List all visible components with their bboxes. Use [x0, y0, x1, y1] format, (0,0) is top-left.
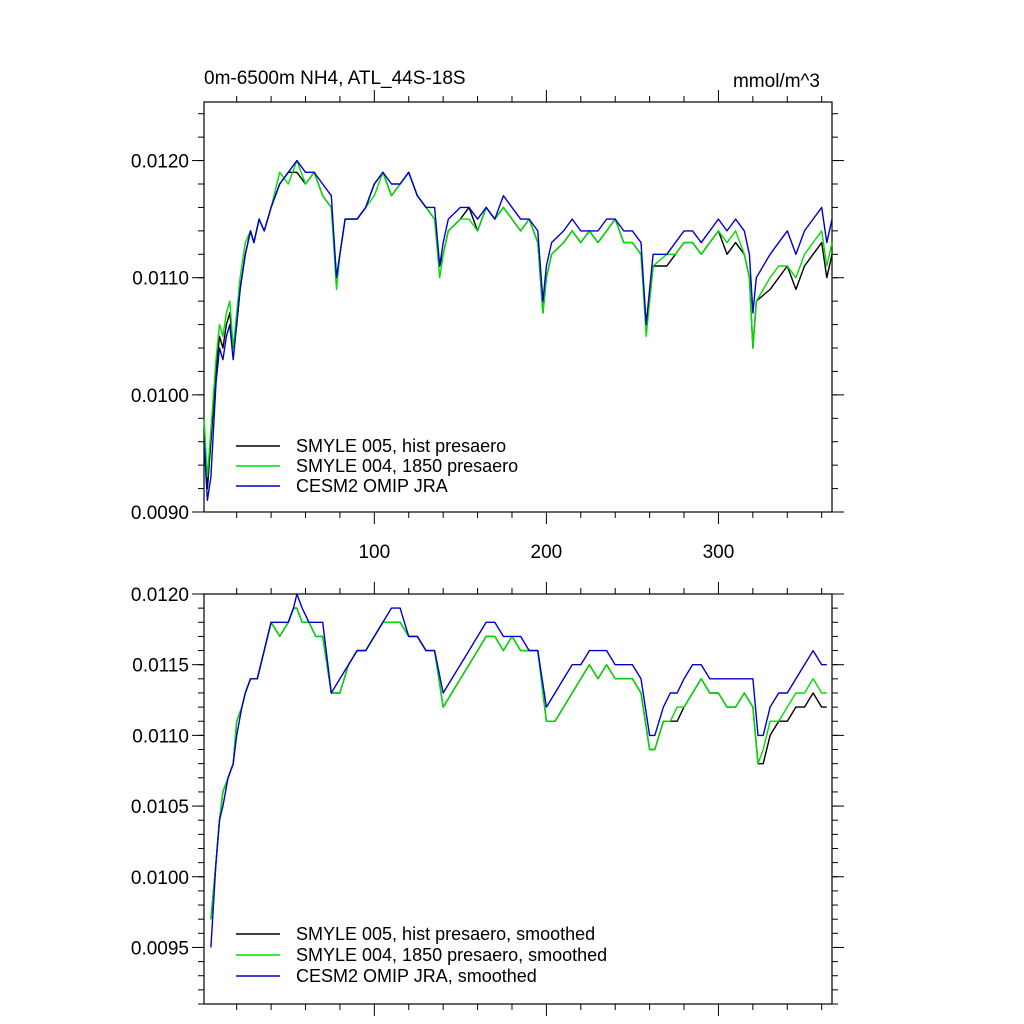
- series-line-2: [210, 607, 827, 920]
- y-tick-label: 0.0110: [132, 726, 189, 747]
- y-tick-label: 0.0100: [131, 868, 189, 889]
- series-line-1: [210, 607, 827, 920]
- top-panel: 0.0090 0.0100 0.0110 0.0120 100 200 300 SMYLE 0…: [131, 90, 844, 563]
- plot-frame: [203, 101, 833, 513]
- plot-frame: [203, 593, 833, 1005]
- y-tick-label: 0.0090: [131, 503, 189, 524]
- x-tick-label: 200: [531, 542, 563, 563]
- legend-label: SMYLE 005, hist presaero, smoothed: [296, 924, 595, 944]
- series-line-3: [210, 593, 827, 948]
- bottom-panel: 0.0095 0.0100 0.0105 0.0110 0.0115 0.0120 SMYL…: [131, 582, 844, 1016]
- legend-label: CESM2 OMIP JRA, smoothed: [296, 966, 537, 986]
- units-label: mmol/m^3: [733, 71, 820, 92]
- legend-label: CESM2 OMIP JRA: [296, 476, 448, 496]
- y-tick-label: 0.0115: [132, 656, 189, 677]
- y-tick-label: 0.0095: [131, 938, 189, 959]
- series-line-3: [203, 159, 833, 501]
- legend-label: SMYLE 004, 1850 presaero: [296, 456, 518, 476]
- x-tick-label: 100: [358, 542, 390, 563]
- y-tick-label: 0.0100: [131, 386, 189, 407]
- chart-title: 0m-6500m NH4, ATL_44S-18S: [204, 68, 466, 89]
- y-tick-label: 0.0120: [131, 585, 189, 606]
- y-tick-label: 0.0120: [131, 152, 189, 173]
- legend-label: SMYLE 005, hist presaero: [296, 436, 506, 456]
- x-tick-label: 300: [703, 542, 735, 563]
- series-line-2: [203, 159, 833, 478]
- legend-label: SMYLE 004, 1850 presaero, smoothed: [296, 945, 607, 965]
- y-tick-label: 0.0105: [131, 797, 189, 818]
- y-tick-label: 0.0110: [132, 269, 189, 290]
